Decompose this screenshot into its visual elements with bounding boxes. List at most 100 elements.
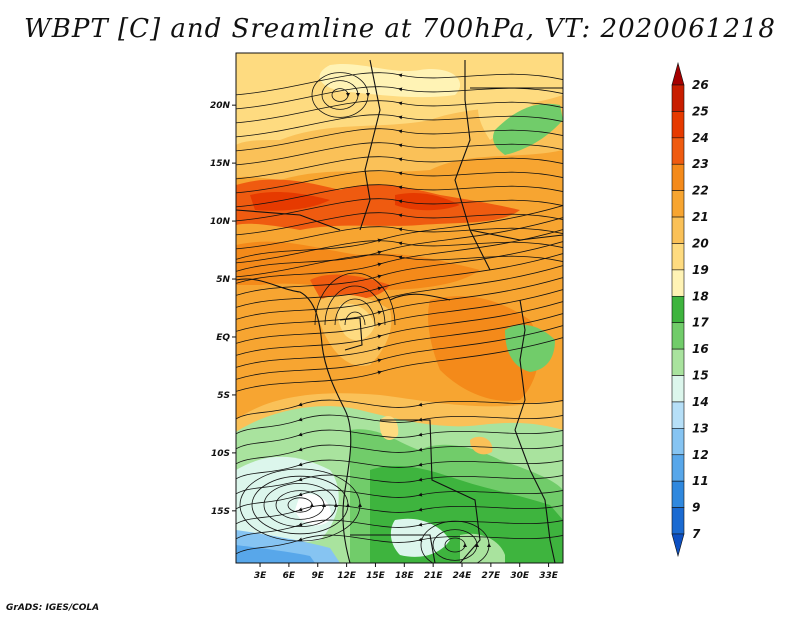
latitude-axis: 20N 15N 10N 5N EQ 5S 10S 15S — [210, 101, 236, 517]
colorbar: 26 25 24 23 22 21 20 19 18 17 16 15 14 13 12 11 9 7 — [671, 61, 709, 558]
colorbar-box — [671, 428, 685, 456]
colorbar-box — [671, 137, 685, 165]
streamline — [236, 277, 563, 332]
lon-label: 27E — [482, 571, 502, 581]
streamline — [251, 475, 350, 535]
colorbar-label: 22 — [692, 184, 709, 198]
lon-label: 15E — [366, 571, 386, 581]
streamline — [236, 399, 563, 420]
colorbar-box — [671, 243, 685, 271]
grads-credit: GrADS: IGES/COLA — [6, 603, 100, 613]
streamline — [239, 468, 362, 542]
colorbar-label: 7 — [692, 527, 701, 541]
streamline — [236, 325, 563, 380]
lat-label: 10S — [211, 449, 230, 459]
colorbar-min-triangle — [671, 533, 685, 558]
lon-label: 12E — [337, 571, 357, 581]
streamline — [236, 444, 563, 465]
streamline — [334, 298, 376, 326]
colorbar-box — [671, 111, 685, 139]
colorbar-box — [671, 190, 685, 218]
streamline — [236, 459, 563, 480]
lat-label: 5N — [216, 275, 230, 285]
streamline — [324, 285, 386, 326]
streamline — [236, 240, 563, 264]
colorbar-label: 26 — [692, 78, 709, 92]
colorbar-label: 23 — [692, 157, 709, 171]
colorbar-box — [671, 480, 685, 508]
streamline — [236, 429, 563, 450]
streamline — [444, 537, 467, 553]
lat-label: EQ — [216, 333, 230, 343]
colorbar-box — [671, 454, 685, 482]
colorbar-label: 18 — [692, 289, 709, 303]
streamline — [236, 217, 563, 272]
lon-label: 33E — [539, 571, 559, 581]
streamline — [321, 80, 360, 110]
streamline — [236, 534, 563, 555]
colorbar-label: 20 — [692, 236, 709, 250]
colorbar-label: 13 — [692, 421, 709, 435]
colorbar-label: 12 — [692, 448, 709, 462]
streamline — [236, 241, 563, 296]
streamline — [236, 254, 563, 278]
colorbar-box — [671, 84, 685, 112]
map-frame — [235, 52, 564, 564]
colorbar-label: 14 — [692, 395, 709, 409]
colorbar-label: 16 — [692, 342, 709, 356]
streamline — [236, 142, 563, 166]
lat-label: 5S — [217, 391, 230, 401]
lat-label: 20N — [210, 101, 231, 111]
chart-title: WBPT [C] and Sreamline at 700hPa, VT: 20… — [24, 14, 776, 44]
streamline — [236, 205, 563, 260]
colorbar-label: 25 — [692, 104, 709, 118]
longitude-axis: 3E 6E 9E 12E 15E 18E 21E 24E 27E 30E 33E — [254, 563, 559, 581]
wbpt-field — [236, 53, 563, 563]
colorbar-label: 15 — [692, 369, 709, 383]
streamline — [236, 253, 563, 308]
boundaries — [236, 59, 563, 563]
streamline — [420, 520, 491, 563]
lon-label: 30E — [510, 571, 530, 581]
lon-label: 6E — [283, 571, 296, 581]
streamline — [314, 272, 396, 326]
lon-label: 24E — [453, 571, 473, 581]
streamline — [236, 156, 563, 180]
streamline — [311, 72, 370, 118]
colorbar-box — [671, 348, 685, 376]
lon-label: 9E — [312, 571, 325, 581]
colorbar-box — [671, 322, 685, 350]
streamline — [331, 88, 350, 102]
streamline — [236, 229, 563, 284]
streamline — [287, 497, 314, 513]
lat-label: 10N — [210, 217, 231, 227]
streamline — [236, 128, 563, 152]
streamline — [236, 337, 563, 392]
streamline — [432, 529, 479, 561]
colorbar-box — [671, 295, 685, 324]
colorbar-label: 24 — [692, 131, 709, 145]
colorbar-label: 9 — [692, 501, 700, 515]
streamline — [236, 184, 563, 208]
streamline — [236, 265, 563, 320]
streamline — [236, 226, 563, 250]
lon-label: 18E — [395, 571, 415, 581]
colorbar-label: 21 — [692, 210, 709, 224]
streamline — [236, 72, 563, 96]
streamline — [236, 301, 563, 356]
streamline — [263, 483, 338, 527]
colorbar-max-triangle — [671, 61, 685, 86]
streamline — [236, 170, 563, 194]
streamline — [236, 100, 563, 124]
colorbar-box — [671, 401, 685, 429]
colorbar-box — [671, 375, 685, 403]
streamline — [236, 198, 563, 222]
streamline — [236, 114, 563, 138]
lat-label: 15S — [211, 507, 230, 517]
streamline — [236, 474, 563, 495]
colorbar-label: 17 — [692, 316, 709, 330]
streamlines — [236, 72, 563, 563]
streamline — [275, 490, 326, 520]
streamline — [236, 504, 563, 525]
streamline — [236, 519, 563, 540]
